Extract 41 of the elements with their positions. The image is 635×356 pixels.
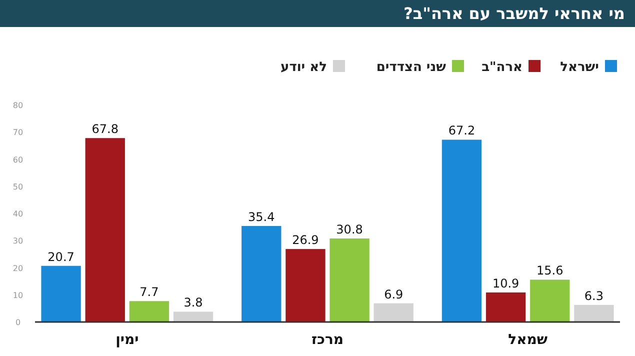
legend-label: שני הצדדים — [376, 60, 446, 75]
chart-title: מי אחראי למשבר עם ארה"ב? — [404, 4, 625, 23]
x-tick-label: מרכז — [311, 332, 344, 348]
y-tick-label: 70 — [12, 128, 24, 138]
bar — [486, 292, 526, 322]
data-label: 67.8 — [92, 122, 118, 136]
y-tick-label: 80 — [12, 101, 24, 110]
data-label: 15.6 — [536, 264, 564, 278]
bar — [173, 312, 214, 322]
y-tick-label: 50 — [12, 182, 24, 192]
bar — [374, 303, 414, 322]
data-label: 7.7 — [140, 285, 159, 300]
bar — [330, 238, 370, 322]
data-label: 6.3 — [584, 288, 604, 303]
legend-label: לא יודע — [280, 60, 327, 75]
data-label: 26.9 — [292, 233, 319, 248]
x-tick-label: ימין — [116, 332, 139, 348]
bar — [442, 140, 482, 322]
data-label: 67.2 — [448, 124, 476, 138]
legend-label: ישראל — [560, 60, 599, 75]
bar — [242, 226, 282, 322]
y-tick-label: 20 — [12, 264, 24, 273]
data-label: 6.9 — [384, 287, 404, 302]
y-tick-label: 30 — [12, 236, 24, 246]
x-tick-label: שמאל — [508, 332, 548, 348]
bar — [574, 304, 614, 322]
y-tick-label: 60 — [12, 155, 24, 164]
bar — [286, 249, 326, 322]
data-label: 35.4 — [248, 210, 275, 224]
y-tick-label: 0 — [15, 318, 21, 327]
bar — [530, 280, 570, 322]
data-label: 20.7 — [48, 250, 74, 264]
data-label: 3.8 — [184, 296, 203, 310]
data-label: 10.9 — [492, 276, 520, 290]
y-tick-label: 10 — [12, 290, 24, 300]
bar — [41, 266, 81, 322]
legend-label: ארה"ב — [482, 60, 522, 75]
y-tick-label: 40 — [12, 210, 24, 218]
bar — [129, 301, 170, 322]
bar — [85, 138, 125, 322]
data-label: 30.8 — [336, 222, 363, 236]
